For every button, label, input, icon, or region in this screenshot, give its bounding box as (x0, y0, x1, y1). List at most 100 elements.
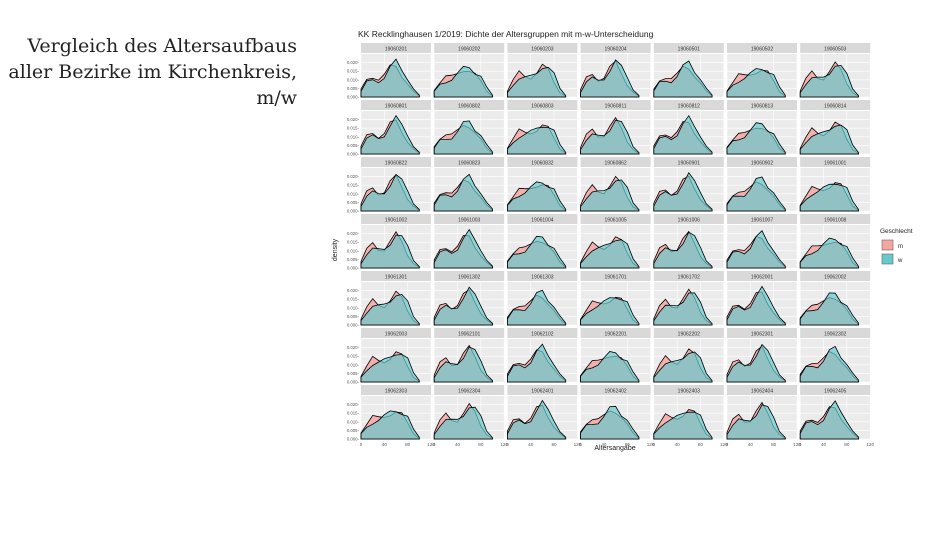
x-tick-label: 40 (748, 442, 754, 447)
facet-label: 19060201 (385, 47, 407, 53)
density-area-w (360, 293, 420, 326)
density-area-w (726, 343, 786, 383)
facet-strip (727, 271, 797, 281)
facet-panel: 19062202 (653, 328, 725, 383)
facet-strip (507, 157, 578, 167)
density-area-w (360, 58, 420, 98)
facet-panel: 19062402 0 40 80 120 (579, 385, 655, 447)
x-tick-label: 80 (625, 442, 631, 447)
legend-swatch-w (881, 253, 894, 265)
y-axis-label: density (332, 238, 339, 261)
y-tick-label: 0.020- (347, 345, 360, 350)
y-tick-label: 0.010- (347, 134, 360, 139)
y-tick-label: 0.015- (347, 411, 360, 416)
facet-strip (434, 328, 505, 338)
facet-label: 19061007 (751, 218, 773, 224)
facet-panel: 19062003 0.000- 0.005- 0.010- 0.015- 0.020- (347, 328, 432, 385)
facet-panel: 19061001 (799, 157, 871, 212)
x-tick-label: 120 (647, 442, 655, 447)
facet-panel: 19062403 0 40 80 120 (653, 385, 728, 447)
facet-strip (580, 157, 651, 167)
facet-panel: 19060814 (799, 100, 871, 155)
x-tick-label: 120 (720, 442, 728, 447)
y-tick-label: 0.005- (347, 143, 360, 148)
facet-strip (653, 100, 724, 110)
facet-label: 19060901 (678, 161, 700, 167)
y-tick-label: 0.010- (347, 419, 360, 424)
density-area-w (507, 66, 567, 98)
facet-label: 19061003 (458, 218, 480, 224)
density-area-w (799, 292, 859, 326)
facet-label: 19062001 (751, 275, 773, 281)
facet-label: 19060204 (604, 47, 626, 53)
density-area-w (580, 59, 640, 98)
facet-label: 19060862 (604, 161, 626, 167)
facet-label: 19061005 (604, 218, 626, 224)
facet-panel: 19062201 (580, 328, 651, 383)
facet-strip (727, 385, 797, 395)
y-tick-label: 0.020- (347, 117, 360, 122)
facet-strip (800, 328, 871, 338)
density-area-w (580, 297, 640, 326)
facet-label: 19060501 (678, 47, 700, 53)
facet-label: 19062201 (604, 332, 626, 338)
facet-strip (507, 214, 578, 224)
y-tick-label: 0.015- (347, 240, 360, 245)
facet-panel: 19060204 (580, 43, 651, 98)
y-tick-label: 0.010- (347, 191, 360, 196)
y-tick-label: 0.000- (347, 95, 360, 100)
facet-label: 19061702 (678, 275, 700, 281)
facet-panel: 19062405 0 40 80 120 (799, 385, 874, 447)
x-tick-label: 120 (866, 442, 874, 447)
facet-strip (580, 385, 651, 395)
x-tick-label: 0 (433, 442, 436, 447)
x-tick-label: 0 (506, 442, 509, 447)
facet-label: 19062301 (751, 332, 773, 338)
x-tick-label: 80 (478, 442, 484, 447)
facet-strip (727, 100, 797, 110)
x-tick-label: 80 (771, 442, 777, 447)
facet-strip (800, 214, 871, 224)
density-area-w (433, 406, 493, 440)
facet-label: 19062402 (604, 389, 626, 395)
facet-strip (361, 100, 431, 110)
y-tick-label: 0.020- (347, 288, 360, 293)
facet-label: 19061301 (385, 275, 407, 281)
facet-strip (653, 328, 724, 338)
facet-label: 19062003 (385, 332, 407, 338)
density-area-w (360, 173, 420, 212)
facet-panel: 19060862 (580, 157, 651, 212)
density-area-w (653, 292, 713, 326)
facet-label: 19062401 (531, 389, 553, 395)
facet-label: 19061008 (824, 218, 846, 224)
density-area-w (433, 346, 493, 383)
density-area-w (433, 120, 493, 155)
y-tick-label: 0.020- (347, 231, 360, 236)
facet-strip (653, 385, 724, 395)
density-area-w (726, 404, 786, 440)
y-tick-label: 0.000- (347, 152, 360, 157)
facet-panel: 19062301 (726, 328, 798, 383)
facet-panel: 19061302 (433, 271, 505, 326)
y-tick-label: 0.015- (347, 297, 360, 302)
facet-label: 19060823 (458, 161, 480, 167)
facet-panel: 19061005 (580, 214, 651, 269)
facet-panel: 19060801 0.000- 0.005- 0.010- 0.015- 0.020- (347, 100, 432, 157)
facet-label: 19062404 (751, 389, 773, 395)
density-area-w (507, 181, 567, 212)
density-area-w (799, 64, 859, 98)
y-tick-label: 0.010- (347, 362, 360, 367)
facet-panel: 19062401 0 40 80 120 (506, 385, 582, 447)
density-area-w (580, 119, 640, 155)
density-area-w (433, 228, 493, 269)
y-tick-label: 0.000- (347, 266, 360, 271)
facet-strip (434, 385, 505, 395)
facet-strip (727, 157, 797, 167)
density-area-w (799, 237, 859, 269)
facet-label: 19062101 (458, 332, 480, 338)
density-area-w (726, 176, 786, 212)
facet-label: 19061006 (678, 218, 700, 224)
density-area-w (799, 183, 859, 212)
facet-panel: 19060832 (507, 157, 578, 212)
density-area-w (507, 289, 567, 326)
